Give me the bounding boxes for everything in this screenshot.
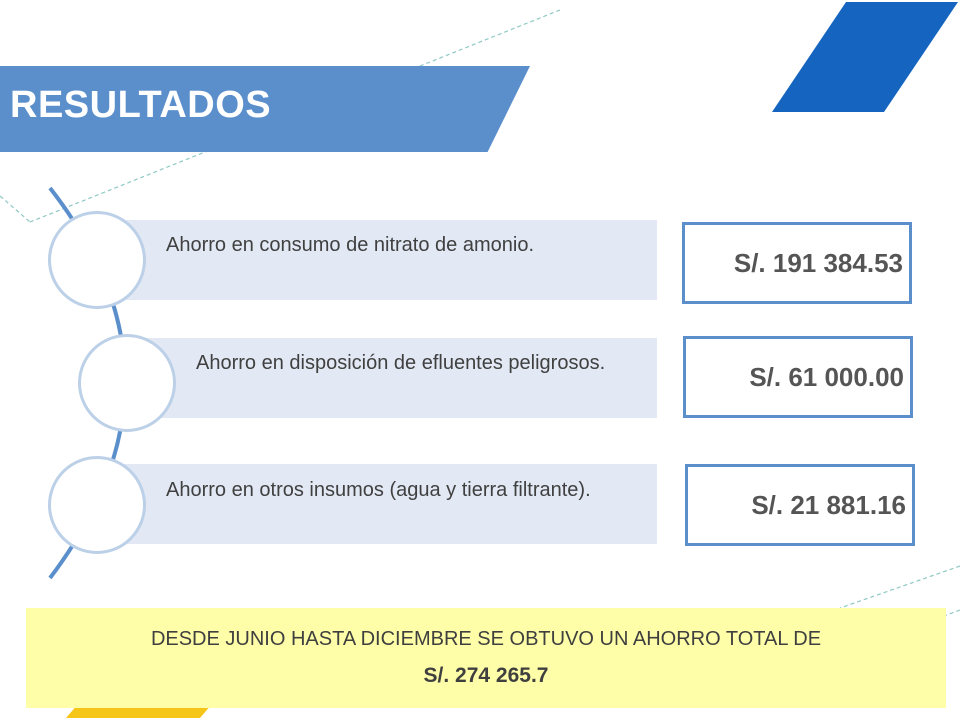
title-banner: [0, 66, 530, 152]
saving-amount-2: S/. 61 000.00: [683, 336, 913, 418]
blue-parallelogram: [772, 2, 958, 112]
saving-amount-1: S/. 191 384.53: [682, 222, 912, 304]
saving-row-3: [100, 464, 657, 544]
summary-text: DESDE JUNIO HASTA DICIEMBRE SE OBTUVO UN…: [150, 628, 822, 650]
saving-label-2: Ahorro en disposición de efluentes pelig…: [196, 352, 606, 374]
saving-row-1: [100, 220, 657, 300]
row-bullet-circle-1: [48, 211, 146, 309]
saving-row-2: [124, 338, 657, 418]
saving-amount-3: S/. 21 881.16: [685, 464, 915, 546]
summary-total: S/. 274 265.7: [423, 664, 549, 687]
saving-label-1: Ahorro en consumo de nitrato de amonio.: [166, 234, 534, 256]
row-bullet-circle-3: [48, 456, 146, 554]
dashed-line-left: [0, 195, 31, 223]
dashed-line-bottom: [839, 565, 960, 609]
summary-box: [26, 608, 946, 708]
page-title: RESULTADOS: [10, 84, 272, 126]
saving-label-3: Ahorro en otros insumos (agua y tierra f…: [166, 479, 591, 501]
row-bullet-circle-2: [78, 334, 176, 432]
